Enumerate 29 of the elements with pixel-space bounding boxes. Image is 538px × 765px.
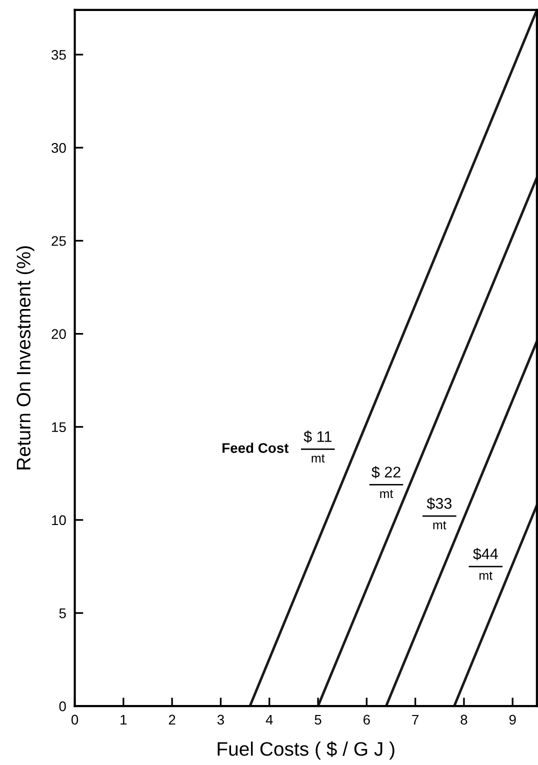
- annotation: $33: [426, 497, 452, 510]
- y-tick-label: 15: [52, 422, 66, 432]
- annotation: mt: [480, 572, 492, 580]
- y-tick-label: 0: [59, 701, 66, 712]
- y-tick-label: 25: [52, 236, 66, 246]
- y-tick-label: 10: [52, 515, 66, 526]
- y-tick-label: 5: [59, 608, 66, 618]
- x-tick-label: 5: [314, 714, 322, 725]
- x-tick-label: 6: [364, 714, 370, 725]
- x-tick-label: 3: [217, 714, 224, 725]
- y-axis-title: Return On Investment (%): [16, 246, 34, 470]
- annotation: $ 11: [304, 430, 332, 443]
- x-tick-label: 8: [460, 714, 468, 725]
- annotation: mt: [433, 521, 446, 530]
- x-tick-label: 9: [509, 714, 516, 725]
- annotation: mt: [312, 454, 325, 463]
- x-tick-label: 0: [71, 714, 78, 725]
- annotation: $44: [473, 548, 498, 560]
- x-tick-label: 1: [120, 714, 127, 724]
- x-tick-label: 2: [168, 714, 176, 724]
- x-axis-title: Fuel Costs ( $ / G J ): [218, 741, 394, 760]
- annotation: Feed Cost: [222, 442, 289, 453]
- annotation: $ 22: [372, 466, 400, 478]
- y-tick-label: 35: [52, 50, 66, 60]
- annotation: mt: [380, 490, 394, 498]
- x-tick-label: 7: [412, 714, 418, 724]
- y-tick-label: 20: [52, 329, 66, 339]
- y-tick-label: 30: [52, 143, 66, 153]
- x-tick-label: 4: [266, 714, 273, 724]
